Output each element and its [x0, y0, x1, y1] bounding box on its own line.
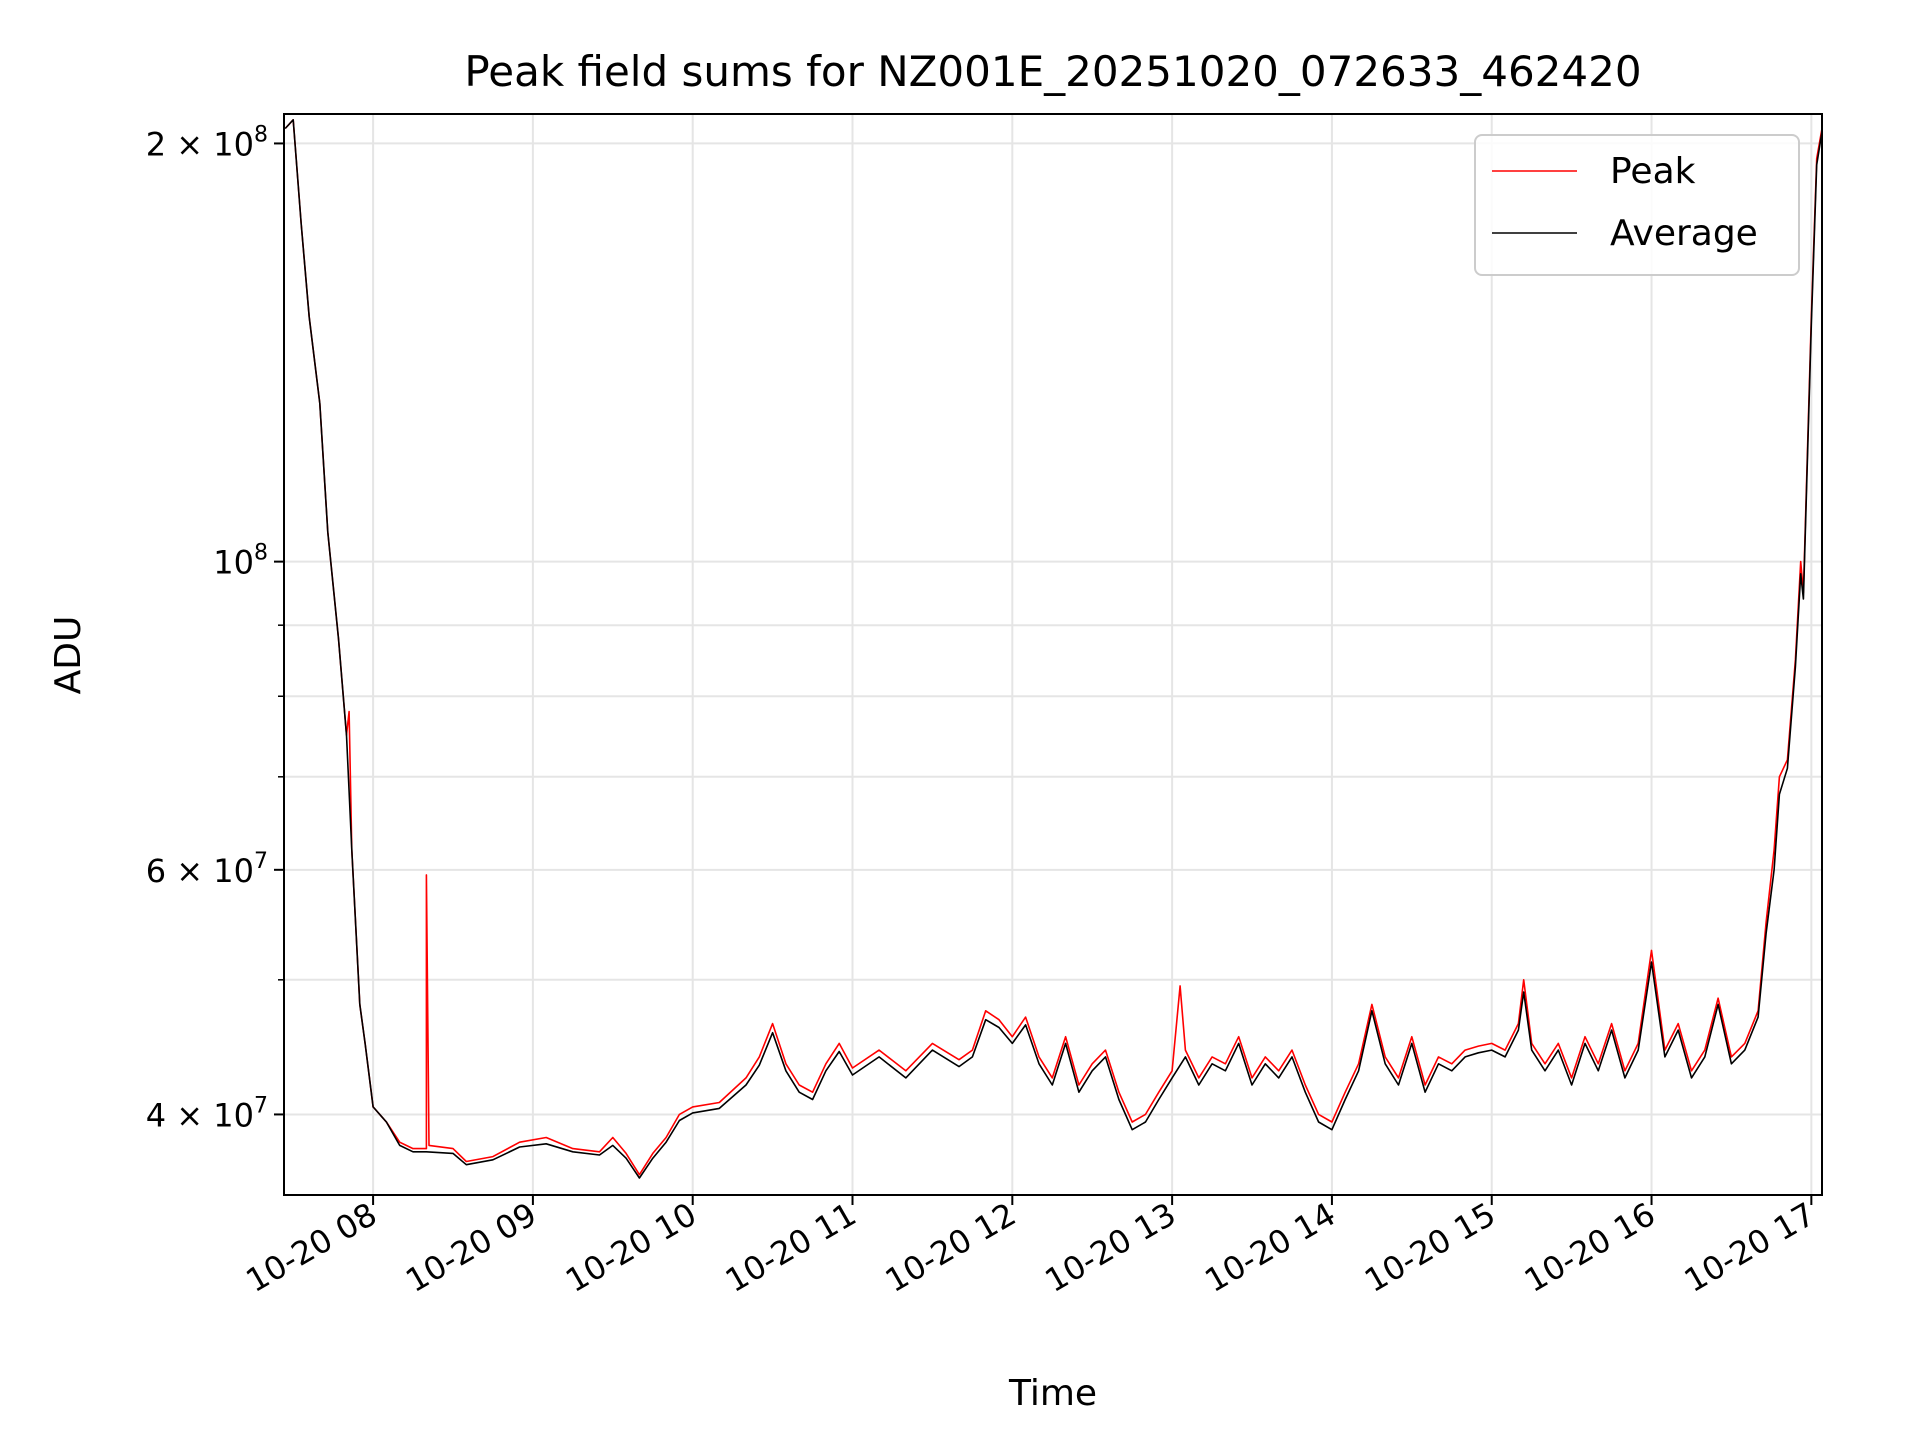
series-line-average — [284, 119, 1823, 1179]
y-axis-label: ADU — [48, 616, 89, 695]
series-line-peak — [284, 119, 1823, 1176]
x-axis-label: Time — [1008, 1373, 1097, 1414]
y-tick-label: 6 × 107 — [146, 849, 268, 890]
legend-label-peak: Peak — [1610, 151, 1696, 192]
grid-layer — [284, 114, 1822, 1195]
plot-frame — [283, 113, 1823, 1196]
y-tick-label: 108 — [213, 541, 268, 582]
y-tick-label: 4 × 107 — [146, 1093, 268, 1134]
y-tick-label: 2 × 108 — [146, 122, 268, 163]
legend-label-average: Average — [1610, 213, 1758, 254]
series-layer — [284, 119, 1823, 1179]
legend: Peak Average — [1474, 134, 1800, 276]
legend-box — [1474, 134, 1800, 276]
chart-title: Peak field sums for NZ001E_20251020_0726… — [464, 47, 1641, 96]
